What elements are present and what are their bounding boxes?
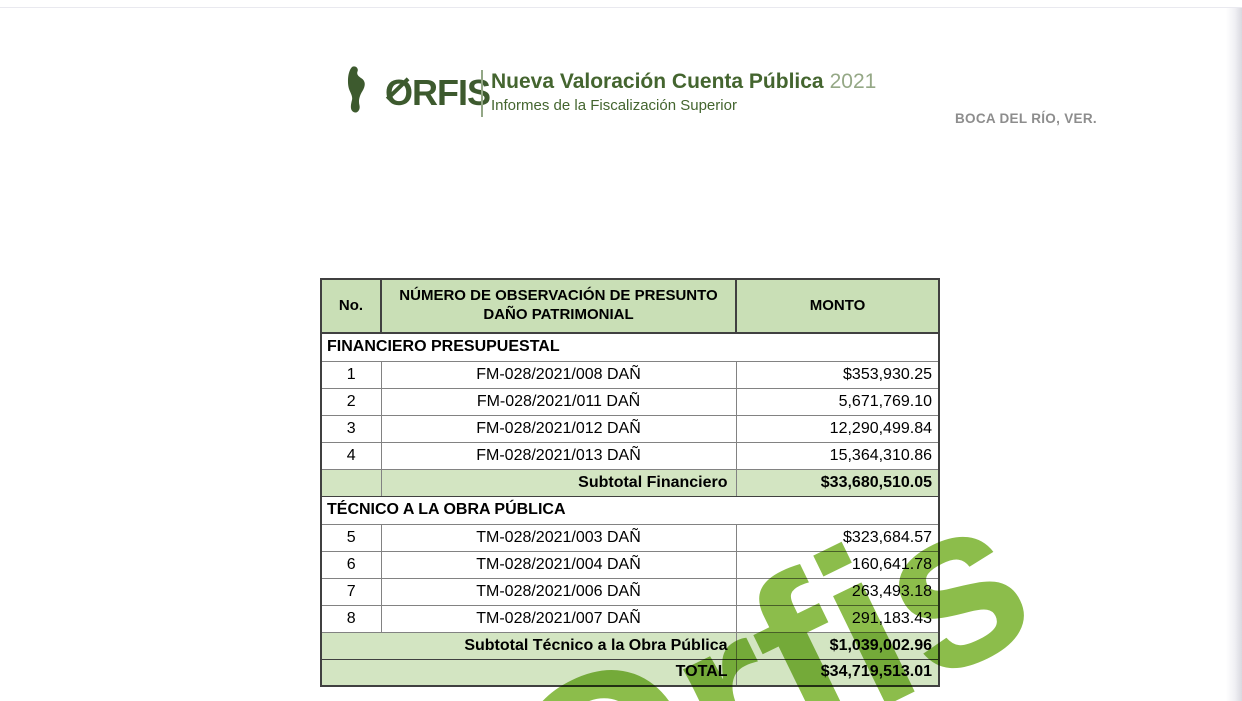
- observation-id: FM-028/2021/008 DAÑ: [380, 360, 737, 389]
- section-header-row: FINANCIERO PRESUPUESTAL: [320, 332, 940, 362]
- row-number: 7: [320, 577, 382, 606]
- table-row: 5 TM-028/2021/003 DAÑ $323,684.57: [320, 523, 940, 552]
- row-number: 3: [320, 414, 382, 443]
- veracruz-state-icon: [345, 66, 382, 119]
- section-title-financiero: FINANCIERO PRESUPUESTAL: [320, 332, 940, 362]
- section-header-row: TÉCNICO A LA OBRA PÚBLICA: [320, 495, 940, 525]
- subtotal-tecnico-value: $1,039,002.96: [735, 631, 940, 660]
- subtotal-financiero-value: $33,680,510.05: [735, 468, 940, 497]
- table-row: 8 TM-028/2021/007 DAÑ 291,183.43: [320, 604, 940, 633]
- table-row: 3 FM-028/2021/012 DAÑ 12,290,499.84: [320, 414, 940, 443]
- amount-value: 291,183.43: [735, 604, 940, 633]
- orfis-logo: ORFIS: [345, 66, 491, 119]
- table-row: 7 TM-028/2021/006 DAÑ 263,493.18: [320, 577, 940, 606]
- row-number: 4: [320, 441, 382, 470]
- document-header: Nueva Valoración Cuenta Pública 2021 Info…: [491, 70, 876, 114]
- document-subtitle: Informes de la Fiscalización Superior: [491, 97, 737, 115]
- total-row: TOTAL $34,719,513.01: [320, 658, 940, 687]
- document-title-year: 2021: [829, 70, 877, 93]
- subtotal-tecnico-label: Subtotal Técnico a la Obra Pública: [320, 631, 737, 660]
- table-row: 1 FM-028/2021/008 DAÑ $353,930.25: [320, 360, 940, 389]
- subtotal-tecnico-row: Subtotal Técnico a la Obra Pública $1,03…: [320, 631, 940, 660]
- column-header-no: No.: [320, 278, 382, 334]
- table-row: 2 FM-028/2021/011 DAÑ 5,671,769.10: [320, 387, 940, 416]
- amount-value: 12,290,499.84: [735, 414, 940, 443]
- subtotal-financiero-row: Subtotal Financiero $33,680,510.05: [320, 468, 940, 497]
- column-header-observacion: NÚMERO DE OBSERVACIÓN DE PRESUNTO DAÑO P…: [380, 278, 737, 334]
- row-number: 2: [320, 387, 382, 416]
- amount-value: 160,641.78: [735, 550, 940, 579]
- row-number: 8: [320, 604, 382, 633]
- table-header-row: No. NÚMERO DE OBSERVACIÓN DE PRESUNTO DA…: [320, 278, 940, 334]
- amount-value: 15,364,310.86: [735, 441, 940, 470]
- observation-id: TM-028/2021/003 DAÑ: [380, 523, 737, 552]
- observations-table: No. NÚMERO DE OBSERVACIÓN DE PRESUNTO DA…: [320, 278, 940, 687]
- observation-id: FM-028/2021/012 DAÑ: [380, 414, 737, 443]
- total-label: TOTAL: [320, 658, 737, 687]
- page-right-edge-shadow: [1226, 8, 1242, 701]
- amount-value: 5,671,769.10: [735, 387, 940, 416]
- document-title: Nueva Valoración Cuenta Pública 2021: [491, 70, 876, 94]
- total-value: $34,719,513.01: [735, 658, 940, 687]
- header-vertical-divider: [481, 70, 483, 117]
- observation-id: TM-028/2021/006 DAÑ: [380, 577, 737, 606]
- table-row: 4 FM-028/2021/013 DAÑ 15,364,310.86: [320, 441, 940, 470]
- observation-id: FM-028/2021/011 DAÑ: [380, 387, 737, 416]
- orfis-logo-text: ORFIS: [385, 71, 491, 113]
- table-row: 6 TM-028/2021/004 DAÑ 160,641.78: [320, 550, 940, 579]
- document-title-text: Nueva Valoración Cuenta Pública: [491, 70, 824, 93]
- section-title-tecnico: TÉCNICO A LA OBRA PÚBLICA: [320, 495, 940, 525]
- observation-id: TM-028/2021/007 DAÑ: [380, 604, 737, 633]
- viewport-top-border: [0, 7, 1242, 8]
- subtotal-financiero-label: Subtotal Financiero: [380, 468, 737, 497]
- column-header-monto: MONTO: [735, 278, 940, 334]
- observation-id: TM-028/2021/004 DAÑ: [380, 550, 737, 579]
- observation-id: FM-028/2021/013 DAÑ: [380, 441, 737, 470]
- amount-value: $353,930.25: [735, 360, 940, 389]
- amount-value: 263,493.18: [735, 577, 940, 606]
- row-number: 1: [320, 360, 382, 389]
- row-number: 6: [320, 550, 382, 579]
- row-number: 5: [320, 523, 382, 552]
- municipality-label: BOCA DEL RÍO, VER.: [955, 111, 1097, 126]
- orfis-logo-lockup: ORFIS: [345, 66, 491, 119]
- empty-cell: [320, 468, 382, 497]
- amount-value: $323,684.57: [735, 523, 940, 552]
